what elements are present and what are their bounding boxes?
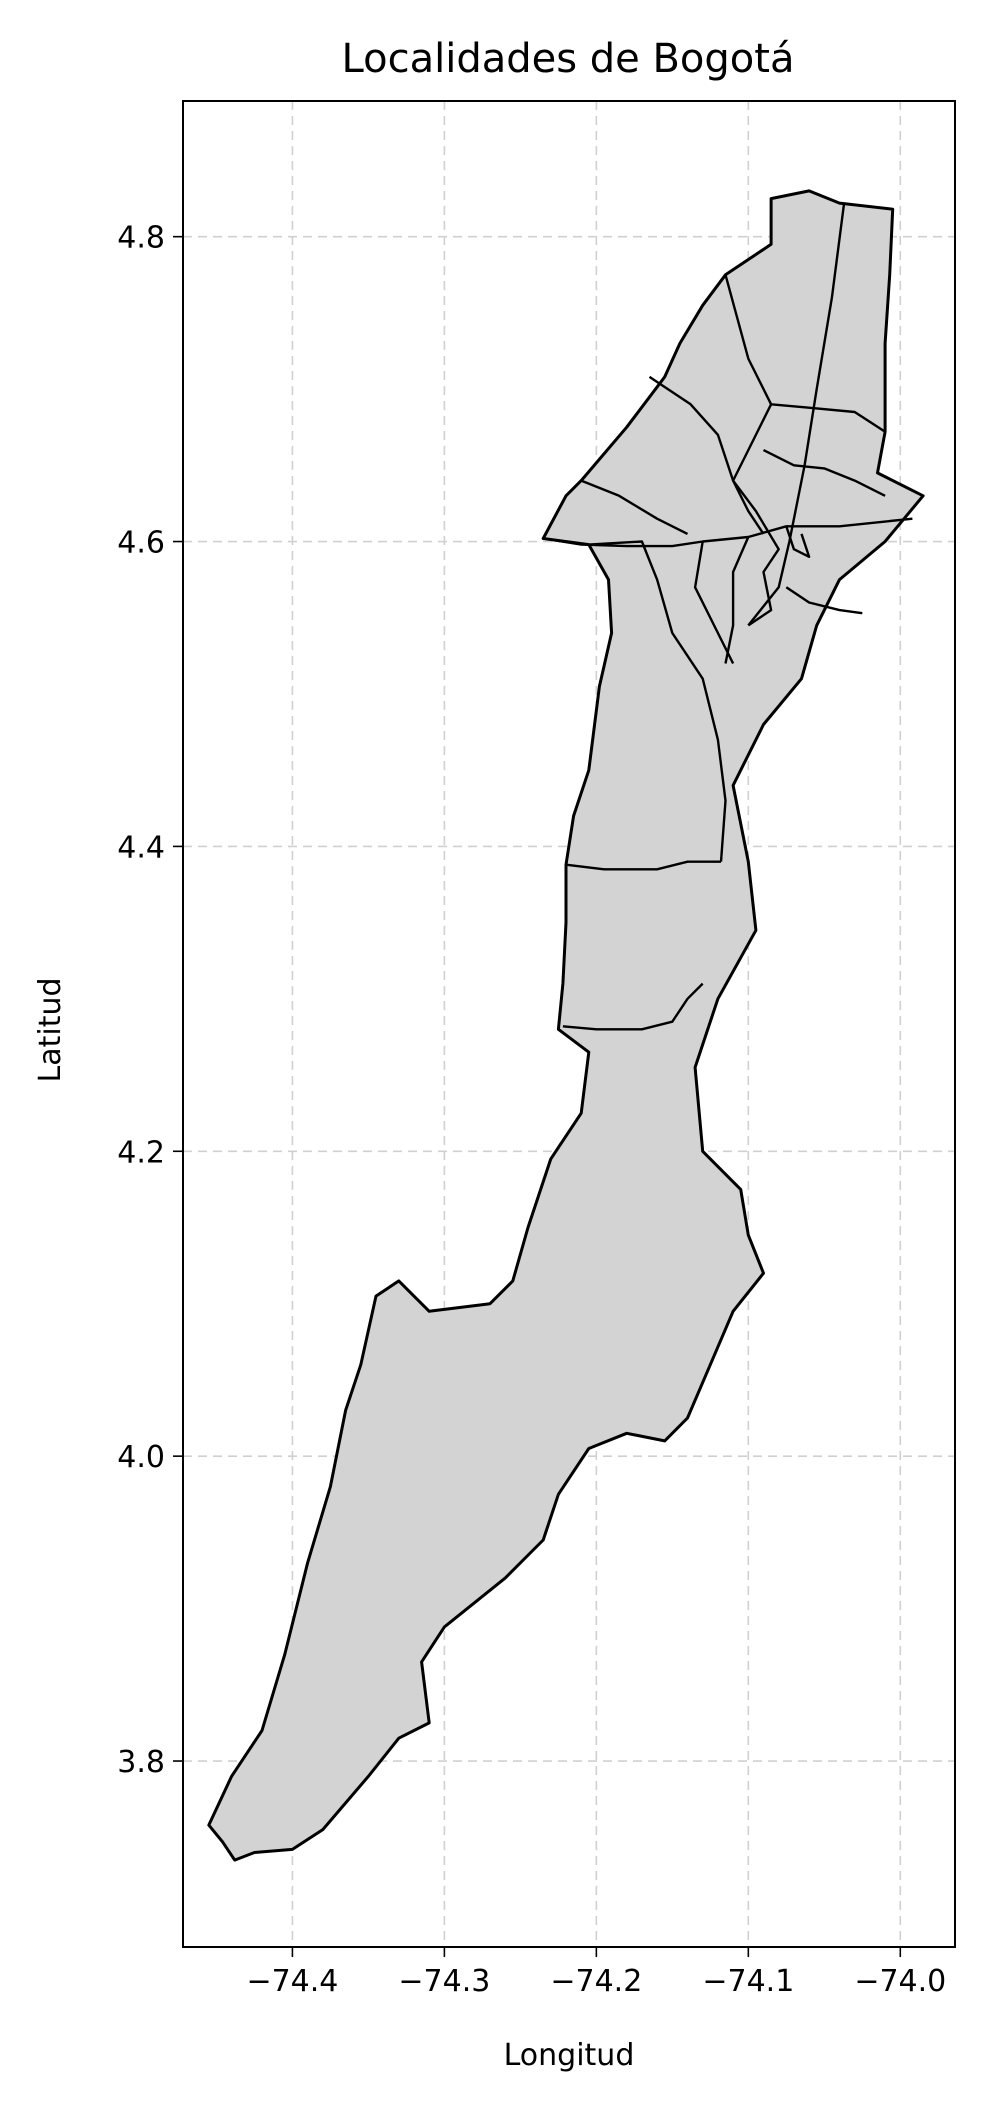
y-tick-label: 4.6 bbox=[117, 526, 165, 561]
boundary-layer bbox=[543, 202, 913, 1031]
x-tick-label: −74.4 bbox=[246, 1964, 338, 1999]
locality-boundary bbox=[580, 479, 689, 535]
plot-frame bbox=[182, 100, 956, 1948]
locality-boundary bbox=[762, 449, 886, 497]
locality-boundary bbox=[693, 541, 735, 665]
x-tick-label: −74.1 bbox=[702, 1964, 794, 1999]
x-tick-label: −74.2 bbox=[550, 1964, 642, 1999]
locality-boundary bbox=[785, 525, 811, 558]
y-tick-label: 4.2 bbox=[117, 1135, 165, 1170]
y-tick-label: 3.8 bbox=[117, 1745, 165, 1780]
x-tick-label: −74.0 bbox=[854, 1964, 946, 1999]
locality-boundary bbox=[785, 586, 863, 615]
y-tick-label: 4.0 bbox=[117, 1440, 165, 1475]
tick-layer: −74.4 −74.3 −74.2 −74.1 −74.0 3.8 4.0 4.2 4.4 4.6… bbox=[117, 221, 946, 1999]
y-axis-label: Latitud bbox=[33, 977, 68, 1082]
y-tick-label: 4.4 bbox=[117, 830, 165, 865]
locality-boundary bbox=[724, 536, 750, 664]
locality-boundary bbox=[562, 982, 704, 1031]
x-tick-label: −74.3 bbox=[398, 1964, 490, 1999]
map-title: Localidades de Bogotá bbox=[342, 36, 795, 82]
locality-boundary bbox=[565, 860, 721, 871]
locality-boundary bbox=[731, 403, 780, 627]
locality-boundary bbox=[588, 540, 727, 862]
locality-boundary bbox=[648, 375, 765, 535]
x-axis-label: Longitud bbox=[504, 2038, 635, 2073]
y-tick-label: 4.8 bbox=[117, 221, 165, 256]
locality-boundary bbox=[724, 274, 886, 433]
